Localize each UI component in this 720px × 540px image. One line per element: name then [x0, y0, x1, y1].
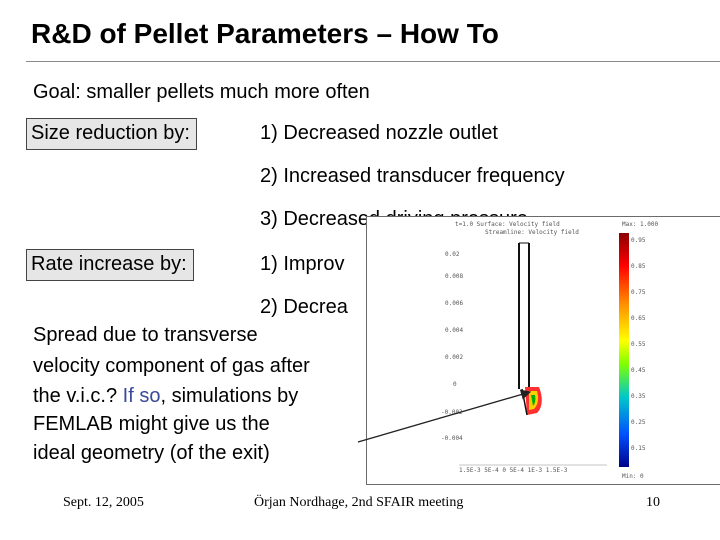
- sim-header-2: Streamline: Velocity field: [485, 229, 579, 236]
- title-divider: [26, 61, 720, 62]
- spread-line-2: velocity component of gas after: [33, 355, 310, 377]
- velocity-colorbar: [619, 233, 629, 467]
- rate-item-2: 2) Decrea: [260, 296, 348, 318]
- y-tick: -0.004: [441, 435, 463, 442]
- size-item-2: 2) Increased transducer frequency: [260, 165, 565, 187]
- y-tick: -0.002: [441, 409, 463, 416]
- colorbar-max-label: Max: 1.000: [622, 221, 659, 228]
- y-tick: 0.008: [445, 273, 464, 280]
- page-number: 10: [646, 495, 660, 510]
- size-reduction-label: Size reduction by:: [26, 118, 197, 150]
- colorbar-tick: 0.45: [631, 367, 646, 374]
- y-tick: 0.004: [445, 327, 464, 334]
- sim-header-1: t=1.0 Surface: Velocity field: [455, 221, 560, 228]
- y-tick: 0.002: [445, 354, 464, 361]
- colorbar-tick: 0.85: [631, 263, 646, 270]
- rate-increase-label: Rate increase by:: [26, 249, 194, 281]
- spread-line-3: the v.i.c.? If so, simulations by: [33, 384, 298, 408]
- size-item-1: 1) Decreased nozzle outlet: [260, 122, 498, 144]
- spread-line-3-start: the v.i.c.?: [33, 385, 123, 407]
- spread-line-4: FEMLAB might give us the: [33, 413, 270, 435]
- y-tick: 0.006: [445, 300, 464, 307]
- rate-item-1: 1) Improv: [260, 253, 345, 275]
- if-so-highlight: If so: [122, 385, 161, 407]
- colorbar-tick: 0.15: [631, 445, 646, 452]
- femlab-simulation-image: t=1.0 Surface: Velocity field Streamline…: [366, 216, 720, 485]
- spread-line-5: ideal geometry (of the exit): [33, 442, 270, 464]
- slide-title: R&D of Pellet Parameters – How To: [31, 18, 499, 49]
- footer-date: Sept. 12, 2005: [63, 495, 144, 510]
- colorbar-tick: 0.55: [631, 341, 646, 348]
- colorbar-tick: 0.25: [631, 419, 646, 426]
- colorbar-min-label: Min: 0: [622, 473, 644, 480]
- colorbar-tick: 0.35: [631, 393, 646, 400]
- colorbar-tick: 0.65: [631, 315, 646, 322]
- spread-line-1: Spread due to transverse: [33, 324, 258, 346]
- x-axis-ticks: 1.5E-3 5E-4 0 5E-4 1E-3 1.5E-3: [459, 467, 568, 474]
- footer-presenter: Örjan Nordhage, 2nd SFAIR meeting: [254, 495, 464, 510]
- y-tick: 0: [453, 381, 457, 388]
- y-tick: 0.02: [445, 251, 460, 258]
- goal-text: Goal: smaller pellets much more often: [33, 81, 370, 103]
- colorbar-tick: 0.75: [631, 289, 646, 296]
- spread-line-3-end: , simulations by: [160, 385, 299, 407]
- colorbar-tick: 0.95: [631, 237, 646, 244]
